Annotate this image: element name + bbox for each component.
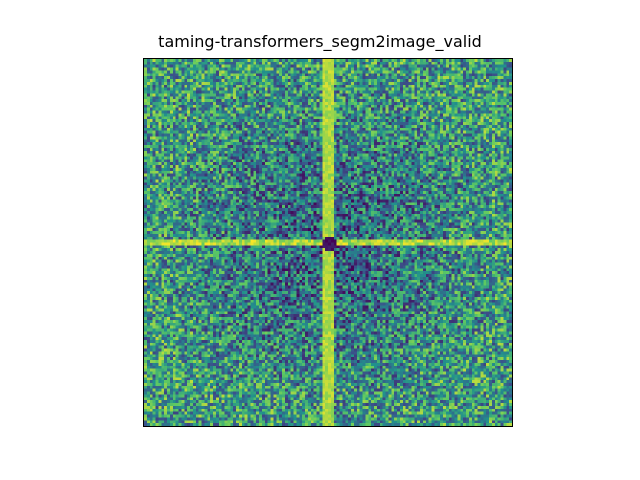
heatmap-image (144, 59, 512, 426)
chart-title: taming-transformers_segm2image_valid (158, 32, 482, 51)
heatmap-plot-area (143, 58, 513, 427)
